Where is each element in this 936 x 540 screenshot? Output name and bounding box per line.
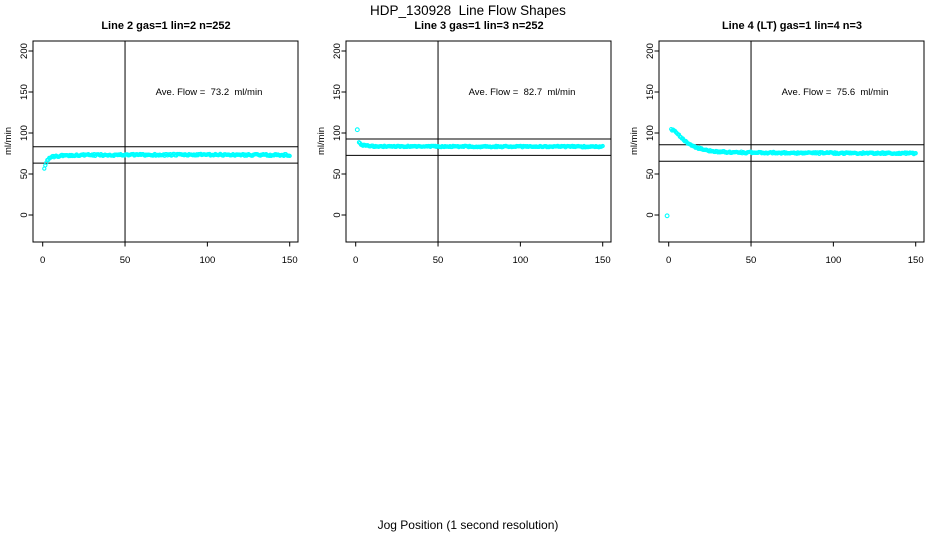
plot-canvas: 0 50 100 150 200 0 50 100 150 [645,40,925,266]
y-tick-label: 100 [19,125,30,141]
x-tick-label: 0 [353,255,358,266]
plot-box [345,40,612,243]
reference-lines [659,41,924,242]
data-points [354,127,605,150]
figure-title: HDP_130928 Line Flow Shapes [370,3,566,18]
flow-point [600,143,605,149]
x-tick-label: 100 [512,255,528,266]
plot-panel-line-4: Line 4 (LT) gas=1 lin=4 n=3 ml/min 0 50 10… [626,0,936,272]
x-axis-label: Jog Position (1 second resolution) [377,518,559,532]
y-tick-label: 50 [19,169,30,180]
outlier-point [354,127,360,133]
y-tick-label: 200 [645,43,656,59]
axes: 0 50 100 150 200 0 50 100 150 [19,43,298,266]
plot-canvas: 0 50 100 150 200 0 50 100 150 [332,40,612,266]
y-tick-label: 150 [645,84,656,100]
plot-panel-line-3: Line 3 gas=1 lin=3 n=252 ml/min 0 50 100 15… [313,0,626,272]
x-tick-label: 100 [825,255,841,266]
reference-lines [346,41,611,242]
y-tick-label: 200 [19,43,30,59]
x-tick-label: 0 [40,255,45,266]
x-tick-label: 150 [282,255,298,266]
reference-lines [33,41,298,242]
data-points [42,151,292,171]
panel-title: Line 3 gas=1 lin=3 n=252 [414,20,544,32]
x-tick-label: 50 [433,255,444,266]
x-tick-label: 0 [666,255,671,266]
x-tick-label: 150 [908,255,924,266]
y-tick-label: 50 [332,169,343,180]
ave-flow-annotation: Ave. Flow = 75.6 ml/min [781,87,889,98]
x-tick-label: 50 [746,255,757,266]
axes: 0 50 100 150 200 0 50 100 150 [645,43,924,266]
axes: 0 50 100 150 200 0 50 100 150 [332,43,611,266]
y-tick-label: 100 [645,125,656,141]
y-tick-label: 150 [19,84,30,100]
x-tick-label: 50 [120,255,131,266]
plot-box [32,40,299,243]
flow-point [287,153,292,159]
outlier-point [664,213,670,219]
plot-panel-line-2: Line 2 gas=1 lin=2 n=252 ml/min 0 50 100 15… [0,0,313,272]
panel-title: Line 4 (LT) gas=1 lin=4 n=3 [721,20,863,32]
y-tick-label: 0 [19,212,30,217]
y-tick-label: 150 [332,84,343,100]
y-tick-label: 100 [332,125,343,141]
x-tick-label: 150 [595,255,611,266]
plot-box [658,40,925,243]
y-tick-label: 0 [332,212,343,217]
y-tick-label: 50 [645,169,656,180]
ave-flow-annotation: Ave. Flow = 82.7 ml/min [468,87,576,98]
y-tick-label: 200 [332,43,343,59]
ave-flow-annotation: Ave. Flow = 73.2 ml/min [155,87,263,98]
flow-point [913,151,918,156]
y-tick-label: 0 [645,212,656,217]
data-points [664,126,918,219]
plot-canvas: 0 50 100 150 200 0 50 100 150 [19,40,299,266]
panel-title: Line 2 gas=1 lin=2 n=252 [101,20,231,32]
x-tick-label: 100 [199,255,215,266]
